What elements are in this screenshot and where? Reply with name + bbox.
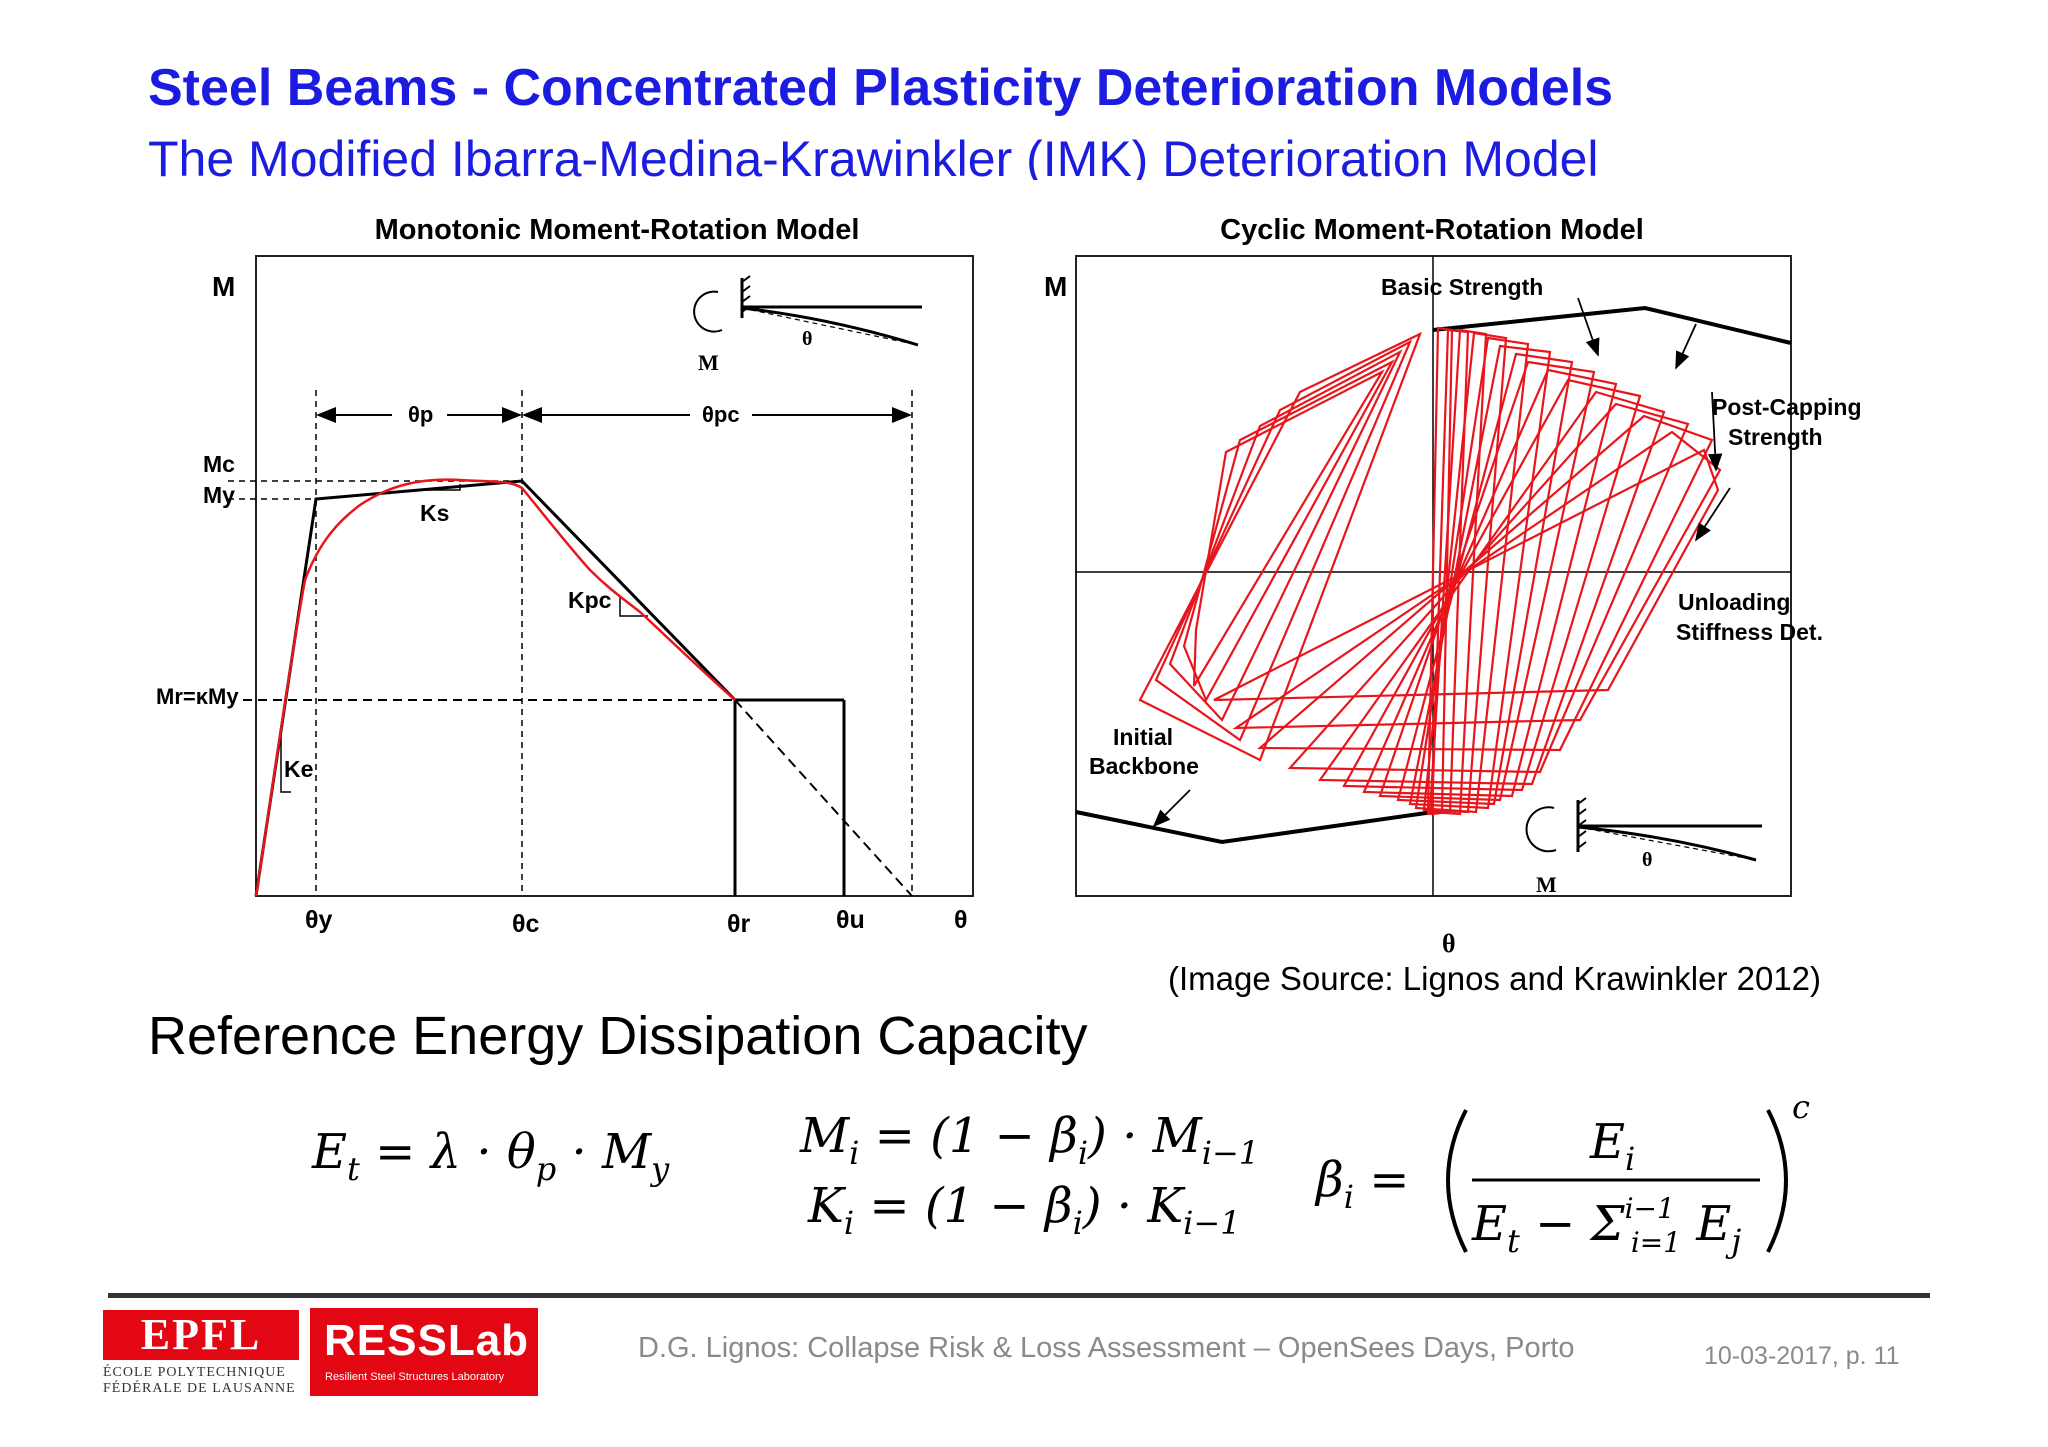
ks-label: Ks bbox=[420, 500, 449, 526]
basic-strength-label: Basic Strength bbox=[1381, 274, 1543, 300]
equation-moment: Mi = (1 − βi) · Mi−1 bbox=[799, 1108, 1259, 1172]
epfl-logo: EPFL ÉCOLE POLYTECHNIQUE FÉDÉRALE DE LAU… bbox=[103, 1310, 299, 1397]
image-source-caption: (Image Source: Lignos and Krawinkler 201… bbox=[1168, 960, 1822, 997]
tick-theta: θ bbox=[954, 906, 968, 934]
tick-theta-y: θy bbox=[305, 906, 333, 934]
kpc-triangle bbox=[619, 596, 648, 617]
monotonic-moment-rotation-figure: Monotonic Moment-Rotation Model M θp θpc… bbox=[156, 214, 974, 938]
theta-pc-label: θpc bbox=[702, 402, 740, 427]
mc-label: Mc bbox=[203, 451, 235, 477]
epfl-logo-line2: FÉDÉRALE DE LAUSANNE bbox=[103, 1381, 296, 1396]
tick-theta-u: θu bbox=[836, 906, 865, 934]
svg-text:Et = λ · θp · My: Et = λ · θp · My bbox=[311, 1124, 670, 1188]
cyclic-inset-theta-label: θ bbox=[1642, 849, 1652, 871]
my-label: My bbox=[203, 482, 235, 508]
post-capping-label-line2: Strength bbox=[1728, 424, 1823, 450]
monotonic-backbone bbox=[254, 479, 737, 897]
cyclic-moment-rotation-figure: Cyclic Moment-Rotation Model M bbox=[1044, 214, 1862, 958]
monotonic-inset-theta-label: θ bbox=[802, 328, 812, 350]
resslab-logo: RESSLab Resilient Steel Structures Labor… bbox=[310, 1308, 538, 1396]
resslab-logo-subtitle: Resilient Steel Structures Laboratory bbox=[325, 1371, 505, 1383]
ks-triangle bbox=[412, 484, 461, 491]
cyclic-inset-m-label: M bbox=[1536, 872, 1557, 897]
resslab-logo-title: RESSLab bbox=[324, 1316, 530, 1365]
monotonic-experimental-curve bbox=[254, 478, 736, 897]
initial-backbone-label-line2: Backbone bbox=[1089, 753, 1199, 779]
monotonic-inset-cantilever bbox=[693, 275, 922, 347]
cyclic-backbone-positive bbox=[1432, 305, 1792, 345]
monotonic-plot-frame bbox=[255, 255, 974, 897]
epfl-logo-line1: ÉCOLE POLYTECHNIQUE bbox=[103, 1365, 286, 1380]
section-heading: Reference Energy Dissipation Capacity bbox=[148, 1006, 1088, 1066]
footer-citation: D.G. Lignos: Collapse Risk & Loss Assess… bbox=[638, 1332, 1575, 1364]
footer-rule bbox=[108, 1293, 1930, 1298]
cyclic-annotations: Basic Strength Post-Capping Strength Unl… bbox=[1089, 274, 1862, 779]
cyclic-annotation-arrows bbox=[1152, 297, 1731, 828]
svg-text:Mi = (1 − βi) · Mi−1: Mi = (1 − βi) · Mi−1 bbox=[799, 1108, 1259, 1172]
tick-theta-c: θc bbox=[512, 910, 540, 938]
slide-subtitle: The Modified Ibarra-Medina-Krawinkler (I… bbox=[148, 131, 1599, 180]
ke-triangle bbox=[280, 731, 291, 793]
monotonic-inset-m-label: M bbox=[698, 350, 719, 375]
svg-text:Ei: Ei bbox=[1589, 1114, 1635, 1178]
monotonic-y-axis-label: M bbox=[212, 271, 235, 302]
post-capping-label-line1: Post-Capping bbox=[1712, 394, 1862, 420]
svg-text:Et − Σi−1i=1 Ej: Et − Σi−1 i=1 Ej bbox=[1471, 1192, 1741, 1260]
equation-stiffness: Ki = (1 − βi) · Ki−1 bbox=[807, 1178, 1241, 1242]
svg-text:βi =: βi = bbox=[1314, 1152, 1409, 1216]
slide-title: Steel Beams - Concentrated Plasticity De… bbox=[148, 59, 1614, 117]
cyclic-backbone-negative bbox=[1075, 810, 1434, 845]
svg-text:Ki = (1 − βi) · Ki−1: Ki = (1 − βi) · Ki−1 bbox=[807, 1178, 1241, 1242]
unloading-label-line2: Stiffness Det. bbox=[1676, 619, 1823, 645]
cyclic-x-axis-label: θ bbox=[1442, 929, 1456, 958]
monotonic-title: Monotonic Moment-Rotation Model bbox=[375, 214, 860, 246]
kpc-label: Kpc bbox=[568, 587, 612, 613]
monotonic-x-ticks: θy θc θr θu θ bbox=[305, 906, 968, 938]
theta-p-label: θp bbox=[408, 402, 433, 427]
tick-theta-r: θr bbox=[727, 910, 751, 938]
initial-backbone-label-line1: Initial bbox=[1113, 724, 1173, 750]
svg-text:c: c bbox=[1792, 1088, 1810, 1126]
cyclic-y-axis-label: M bbox=[1044, 271, 1067, 302]
equation-energy: Et = λ · θp · My bbox=[311, 1124, 670, 1188]
cyclic-inset-cantilever bbox=[1525, 797, 1762, 862]
equation-beta: βi = Ei Et − Σi−1 i=1 Ej c bbox=[1314, 1088, 1810, 1260]
footer-date-page: 10-03-2017, p. 11 bbox=[1704, 1342, 1900, 1370]
epfl-logo-mark: EPFL bbox=[103, 1310, 299, 1360]
unloading-label-line1: Unloading bbox=[1678, 589, 1790, 615]
residual-dashed-extension bbox=[734, 699, 913, 897]
mr-label: Mr=κMy bbox=[156, 684, 239, 709]
ke-label: Ke bbox=[284, 756, 313, 782]
cyclic-hysteresis-loops bbox=[1138, 326, 1722, 816]
cyclic-title: Cyclic Moment-Rotation Model bbox=[1220, 214, 1644, 246]
